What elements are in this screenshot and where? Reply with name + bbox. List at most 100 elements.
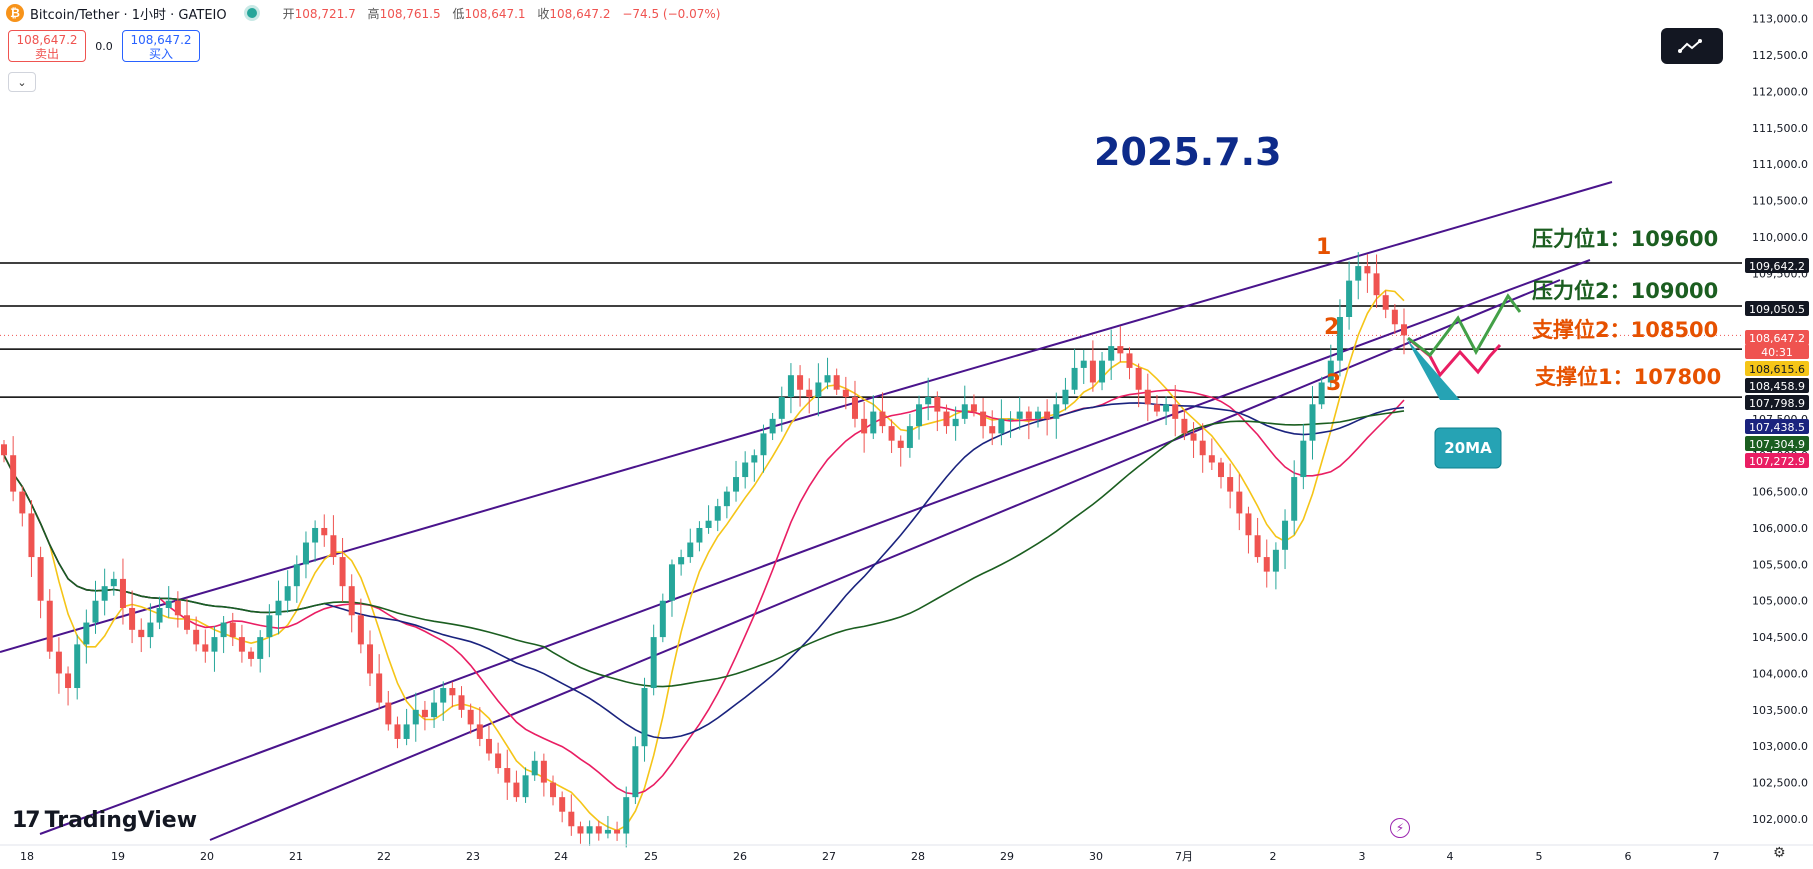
candle-body bbox=[10, 455, 17, 492]
candle-body bbox=[504, 768, 511, 783]
candle-body bbox=[522, 775, 529, 798]
candle bbox=[1382, 290, 1389, 319]
candle bbox=[1080, 349, 1087, 384]
candle bbox=[1282, 509, 1289, 570]
candle-body bbox=[403, 724, 410, 739]
sell-button[interactable]: 108,647.2 卖出 bbox=[8, 30, 86, 62]
y-tick-label: 102,000.0 bbox=[1752, 813, 1808, 826]
candle-body bbox=[1, 444, 7, 456]
candle-body bbox=[284, 586, 291, 601]
candle bbox=[284, 570, 291, 613]
candle-body bbox=[119, 578, 126, 608]
change-value: −74.5 (−0.07%) bbox=[622, 6, 721, 21]
candle-body bbox=[1346, 280, 1353, 317]
candle bbox=[1053, 392, 1060, 439]
candle bbox=[1236, 474, 1243, 531]
candle bbox=[156, 596, 163, 630]
candle-body bbox=[641, 688, 648, 747]
candle-body bbox=[28, 513, 35, 558]
candle-body bbox=[74, 644, 81, 689]
tradingview-logo[interactable]: 17 TradingView bbox=[12, 808, 197, 833]
candle bbox=[1044, 399, 1051, 436]
candle-body bbox=[797, 375, 804, 390]
candle bbox=[147, 603, 154, 649]
candle bbox=[266, 604, 273, 658]
ohlc-values: 开108,721.7 高108,761.5 低108,647.1 收108,64… bbox=[283, 5, 729, 22]
candle-body bbox=[668, 564, 675, 601]
x-tick-label: 7 bbox=[1713, 850, 1720, 863]
candle bbox=[604, 815, 611, 839]
candle bbox=[1291, 460, 1298, 535]
chart-trend-icon[interactable] bbox=[1661, 28, 1723, 64]
candle bbox=[980, 398, 987, 439]
market-status-dot bbox=[246, 8, 257, 18]
candle bbox=[339, 537, 346, 602]
candle-body bbox=[266, 615, 273, 638]
candle-body bbox=[623, 797, 630, 834]
lightning-icon[interactable]: ⚡ bbox=[1390, 818, 1410, 838]
candle-body bbox=[659, 600, 666, 638]
y-tick-label: 105,500.0 bbox=[1752, 558, 1808, 571]
candle bbox=[330, 515, 337, 565]
price-tag-bg bbox=[1745, 395, 1809, 410]
candle bbox=[92, 580, 99, 634]
high-value: 108,761.5 bbox=[379, 6, 441, 21]
candle-body bbox=[312, 527, 319, 543]
candle-body bbox=[998, 418, 1005, 434]
candle-body bbox=[184, 615, 191, 630]
candle-body bbox=[925, 397, 932, 405]
candle-body bbox=[879, 411, 886, 427]
candle-body bbox=[934, 397, 941, 412]
chevron-down-icon[interactable]: ⌄ bbox=[8, 72, 36, 92]
sell-label: 卖出 bbox=[34, 47, 59, 61]
candle bbox=[687, 528, 694, 563]
candle-body bbox=[37, 557, 44, 601]
candle-body bbox=[1336, 317, 1343, 361]
candle bbox=[1364, 254, 1371, 293]
candle bbox=[110, 571, 117, 596]
candle-body bbox=[970, 404, 977, 412]
candle-body bbox=[1199, 440, 1206, 456]
y-tick-label: 112,500.0 bbox=[1752, 49, 1808, 62]
price-tag-value: 107,272.9 bbox=[1749, 455, 1805, 468]
y-tick-label: 103,500.0 bbox=[1752, 704, 1808, 717]
candle-body bbox=[916, 404, 923, 427]
trade-panel: 108,647.2 卖出 0.0 108,647.2 买入 bbox=[8, 30, 200, 62]
candle bbox=[787, 363, 794, 414]
candle-body bbox=[1071, 367, 1078, 390]
support-1-label: 支撑位1：107800 bbox=[1535, 365, 1721, 389]
candle bbox=[412, 692, 419, 742]
candle bbox=[193, 616, 200, 652]
candle bbox=[293, 555, 300, 603]
candle bbox=[879, 392, 886, 434]
candle bbox=[952, 406, 959, 441]
gear-icon[interactable]: ⚙ bbox=[1773, 845, 1786, 861]
candle-body bbox=[769, 418, 776, 434]
x-tick-label: 25 bbox=[644, 850, 658, 863]
candle-body bbox=[495, 753, 502, 769]
candle bbox=[376, 654, 383, 710]
symbol-title[interactable]: Bitcoin/Tether · 1小时 · GATEIO bbox=[30, 7, 227, 23]
candle-body bbox=[1117, 346, 1124, 354]
candle-body bbox=[129, 608, 136, 630]
candle bbox=[897, 435, 904, 467]
candle-body bbox=[467, 709, 474, 725]
price-tag-bg bbox=[1745, 344, 1809, 359]
candle-body bbox=[1245, 513, 1252, 536]
candle bbox=[797, 365, 804, 407]
candle bbox=[348, 574, 355, 633]
candle bbox=[1346, 261, 1353, 330]
candle bbox=[458, 686, 465, 718]
candle-body bbox=[110, 578, 117, 587]
price-tag: 108,647.2 bbox=[1745, 330, 1809, 345]
candle bbox=[65, 666, 72, 706]
candle bbox=[467, 703, 474, 734]
buy-button[interactable]: 108,647.2 买入 bbox=[122, 30, 200, 62]
candle-body bbox=[440, 688, 447, 703]
x-tick-label: 26 bbox=[733, 850, 747, 863]
x-tick-label: 5 bbox=[1536, 850, 1543, 863]
candle bbox=[659, 593, 666, 643]
price-tag-value: 108,458.9 bbox=[1749, 380, 1805, 393]
candle bbox=[1163, 396, 1170, 426]
